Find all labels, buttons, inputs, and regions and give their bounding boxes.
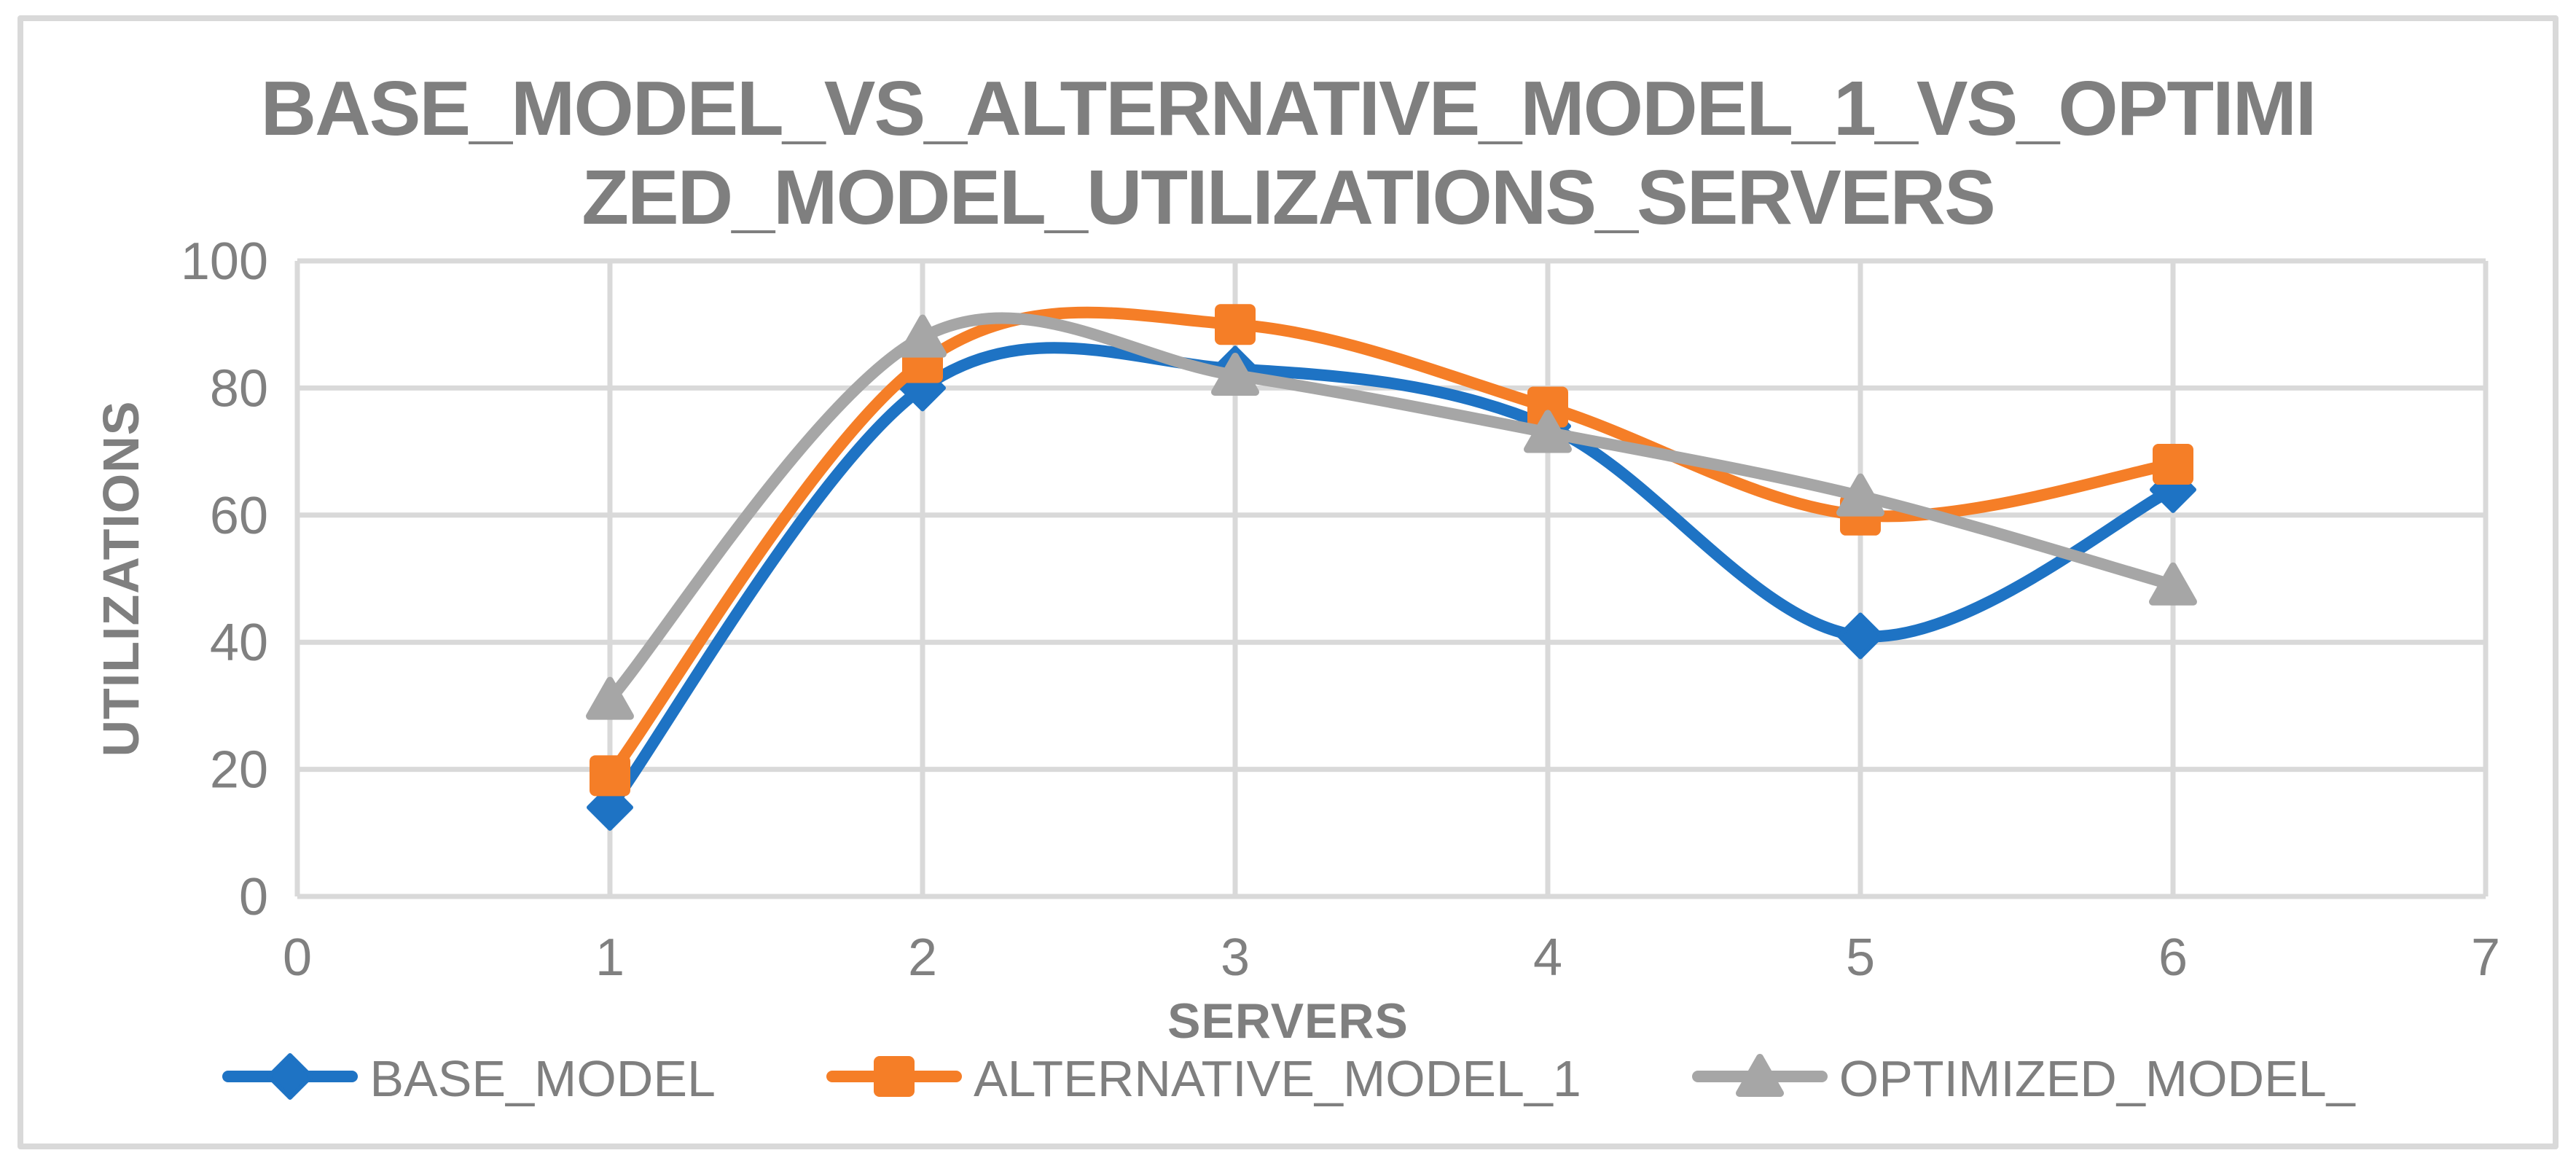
x-tick-label: 1	[595, 929, 625, 987]
legend-marker-shape	[1735, 1054, 1784, 1097]
legend-glyph-svg	[222, 1053, 359, 1100]
x-axis-title: SERVERS	[1167, 993, 1409, 1049]
chart-border	[17, 15, 2559, 1149]
y-tick-label: 0	[239, 868, 268, 926]
y-tick-label: 20	[210, 741, 268, 800]
x-tick-label: 7	[2471, 929, 2500, 987]
y-tick-label: 100	[181, 232, 268, 291]
data-point-square-icon	[590, 755, 630, 797]
y-tick-label: 60	[210, 487, 268, 545]
data-point-square-icon	[1215, 304, 1256, 345]
legend-label: BASE_MODEL	[369, 1049, 716, 1107]
x-tick-label: 3	[1221, 929, 1250, 987]
legend-label: OPTIMIZED_MODEL_	[1839, 1049, 2355, 1107]
data-point-triangle-icon	[1524, 410, 1572, 453]
data-point-square-icon	[2153, 444, 2193, 485]
data-point-triangle-icon	[1211, 352, 1259, 396]
x-tick-label: 2	[908, 929, 937, 987]
legend-marker-diamond-icon	[221, 1044, 359, 1113]
legend-label: ALTERNATIVE_MODEL_1	[973, 1049, 1581, 1107]
series-line-optimized_model_	[604, 312, 2179, 705]
chart-title-line-1: BASE_MODEL_VS_ALTERNATIVE_MODEL_1_VS_OPT…	[260, 66, 2317, 152]
data-point-square-icon	[1527, 386, 1568, 428]
data-point-triangle-icon	[2149, 562, 2197, 606]
legend: BASE_MODEL ALTERNATIVE_MODEL_1 OPTIMIZED…	[0, 1044, 2576, 1113]
x-tick-label: 6	[2158, 929, 2188, 987]
legend-marker-shape	[267, 1053, 314, 1100]
legend-item-alternative-model-1: ALTERNATIVE_MODEL_1	[825, 1044, 1581, 1113]
data-point-triangle-icon	[1836, 473, 1884, 517]
legend-marker-triangle-icon	[1691, 1044, 1829, 1113]
y-tick-label: 80	[210, 359, 268, 418]
legend-glyph-svg	[1691, 1054, 1828, 1097]
legend-item-base-model: BASE_MODEL	[221, 1044, 716, 1113]
chart-title: BASE_MODEL_VS_ALTERNATIVE_MODEL_1_VS_OPT…	[0, 64, 2576, 242]
legend-glyph-svg	[826, 1056, 962, 1097]
data-point-diamond-icon	[587, 783, 633, 831]
series-line-alternative_model_1	[604, 306, 2179, 782]
y-tick-label: 40	[210, 614, 268, 672]
series-line-base_model	[604, 342, 2179, 813]
x-tick-label: 0	[283, 929, 312, 987]
data-point-triangle-icon	[899, 314, 947, 358]
legend-marker-square-icon	[825, 1044, 963, 1113]
data-point-triangle-icon	[586, 676, 634, 720]
x-tick-label: 4	[1533, 929, 1562, 987]
legend-marker-shape	[873, 1056, 915, 1097]
x-tick-label: 5	[1846, 929, 1875, 987]
chart-title-line-2: ZED_MODEL_UTILIZATIONS_SERVERS	[582, 155, 1996, 241]
legend-item-optimized-model: OPTIMIZED_MODEL_	[1691, 1044, 2355, 1113]
data-point-diamond-icon	[1837, 612, 1884, 660]
